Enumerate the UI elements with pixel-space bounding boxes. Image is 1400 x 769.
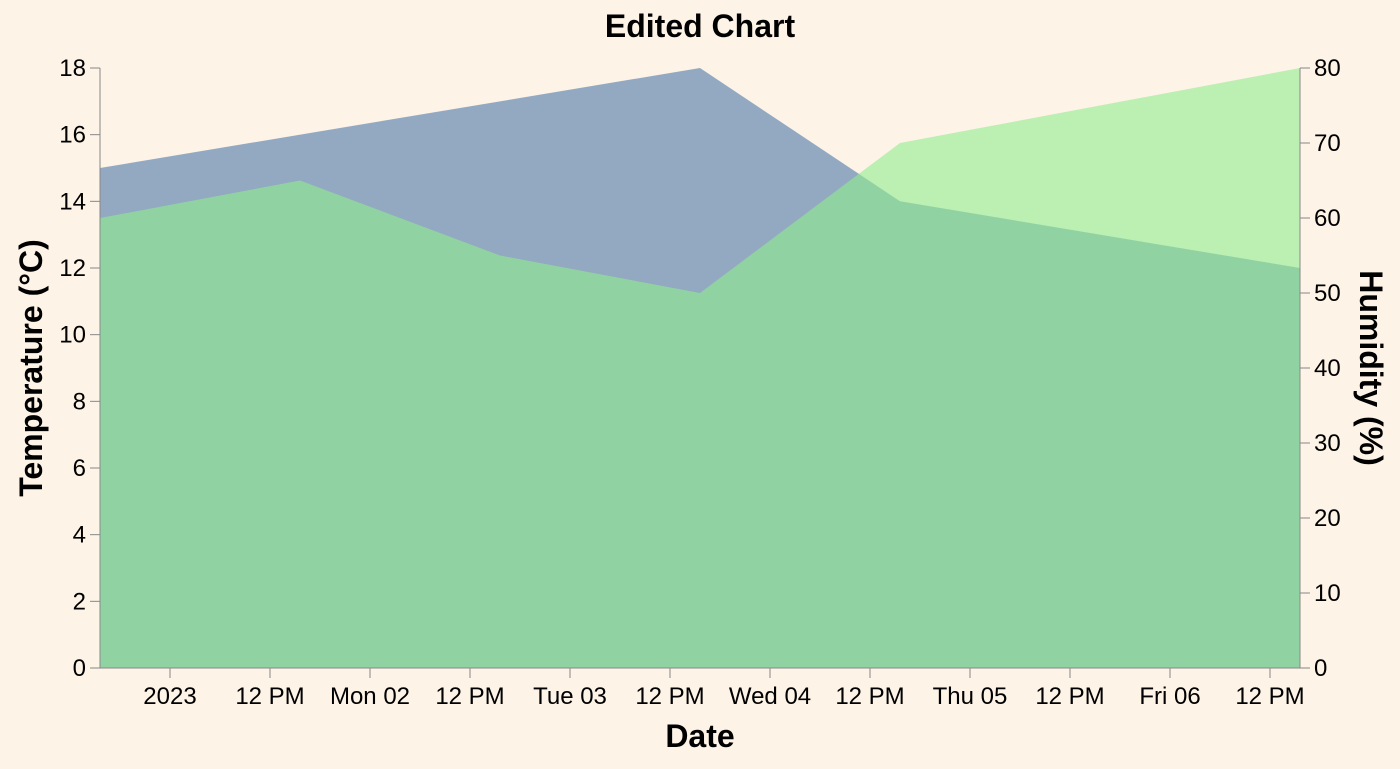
x-axis-title: Date	[665, 718, 734, 754]
left-tick-label: 8	[73, 388, 86, 415]
left-tick-label: 10	[59, 322, 86, 349]
right-tick-label: 20	[1314, 505, 1341, 532]
plot-areas	[100, 68, 1300, 668]
right-tick-label: 50	[1314, 280, 1341, 307]
x-tick-label: Wed 04	[729, 683, 811, 710]
left-tick-label: 12	[59, 255, 86, 282]
x-tick-label: 12 PM	[235, 683, 304, 710]
left-tick-label: 18	[59, 55, 86, 82]
x-tick-label: 12 PM	[1235, 683, 1304, 710]
right-tick-label: 60	[1314, 205, 1341, 232]
left-y-axis-title: Temperature (°C)	[13, 239, 49, 497]
x-tick-label: 12 PM	[435, 683, 504, 710]
right-tick-label: 0	[1314, 655, 1327, 682]
x-axis: 2023 12 PM Mon 02 12 PM Tue 03 12 PM Wed 04 12 …	[100, 667, 1305, 710]
x-tick-label: 12 PM	[635, 683, 704, 710]
left-tick-label: 6	[73, 455, 86, 482]
x-tick-label: 2023	[143, 683, 196, 710]
right-tick-label: 40	[1314, 355, 1341, 382]
right-tick-label: 70	[1314, 130, 1341, 157]
x-tick-label: Fri 06	[1139, 683, 1200, 710]
right-y-axis-title: Humidity (%)	[1353, 270, 1389, 466]
x-tick-label: Mon 02	[330, 683, 410, 710]
right-tick-label: 10	[1314, 580, 1341, 607]
right-tick-label: 30	[1314, 430, 1341, 457]
x-tick-label: 12 PM	[1035, 683, 1104, 710]
left-tick-label: 2	[73, 588, 86, 615]
right-tick-label: 80	[1314, 55, 1341, 82]
left-tick-label: 16	[59, 122, 86, 149]
x-tick-label: Thu 05	[933, 683, 1008, 710]
area-series-humidity	[100, 68, 1300, 668]
left-tick-label: 0	[73, 655, 86, 682]
left-y-axis: 0 2 4 6 8 10 12 14 16 18	[59, 55, 101, 682]
x-tick-label: Tue 03	[533, 683, 607, 710]
left-tick-label: 14	[59, 188, 86, 215]
right-y-axis: 0 10 20 30 40 50 60 70 80	[1299, 55, 1341, 682]
chart-title: Edited Chart	[605, 8, 796, 44]
left-tick-label: 4	[73, 522, 86, 549]
x-tick-label: 12 PM	[835, 683, 904, 710]
